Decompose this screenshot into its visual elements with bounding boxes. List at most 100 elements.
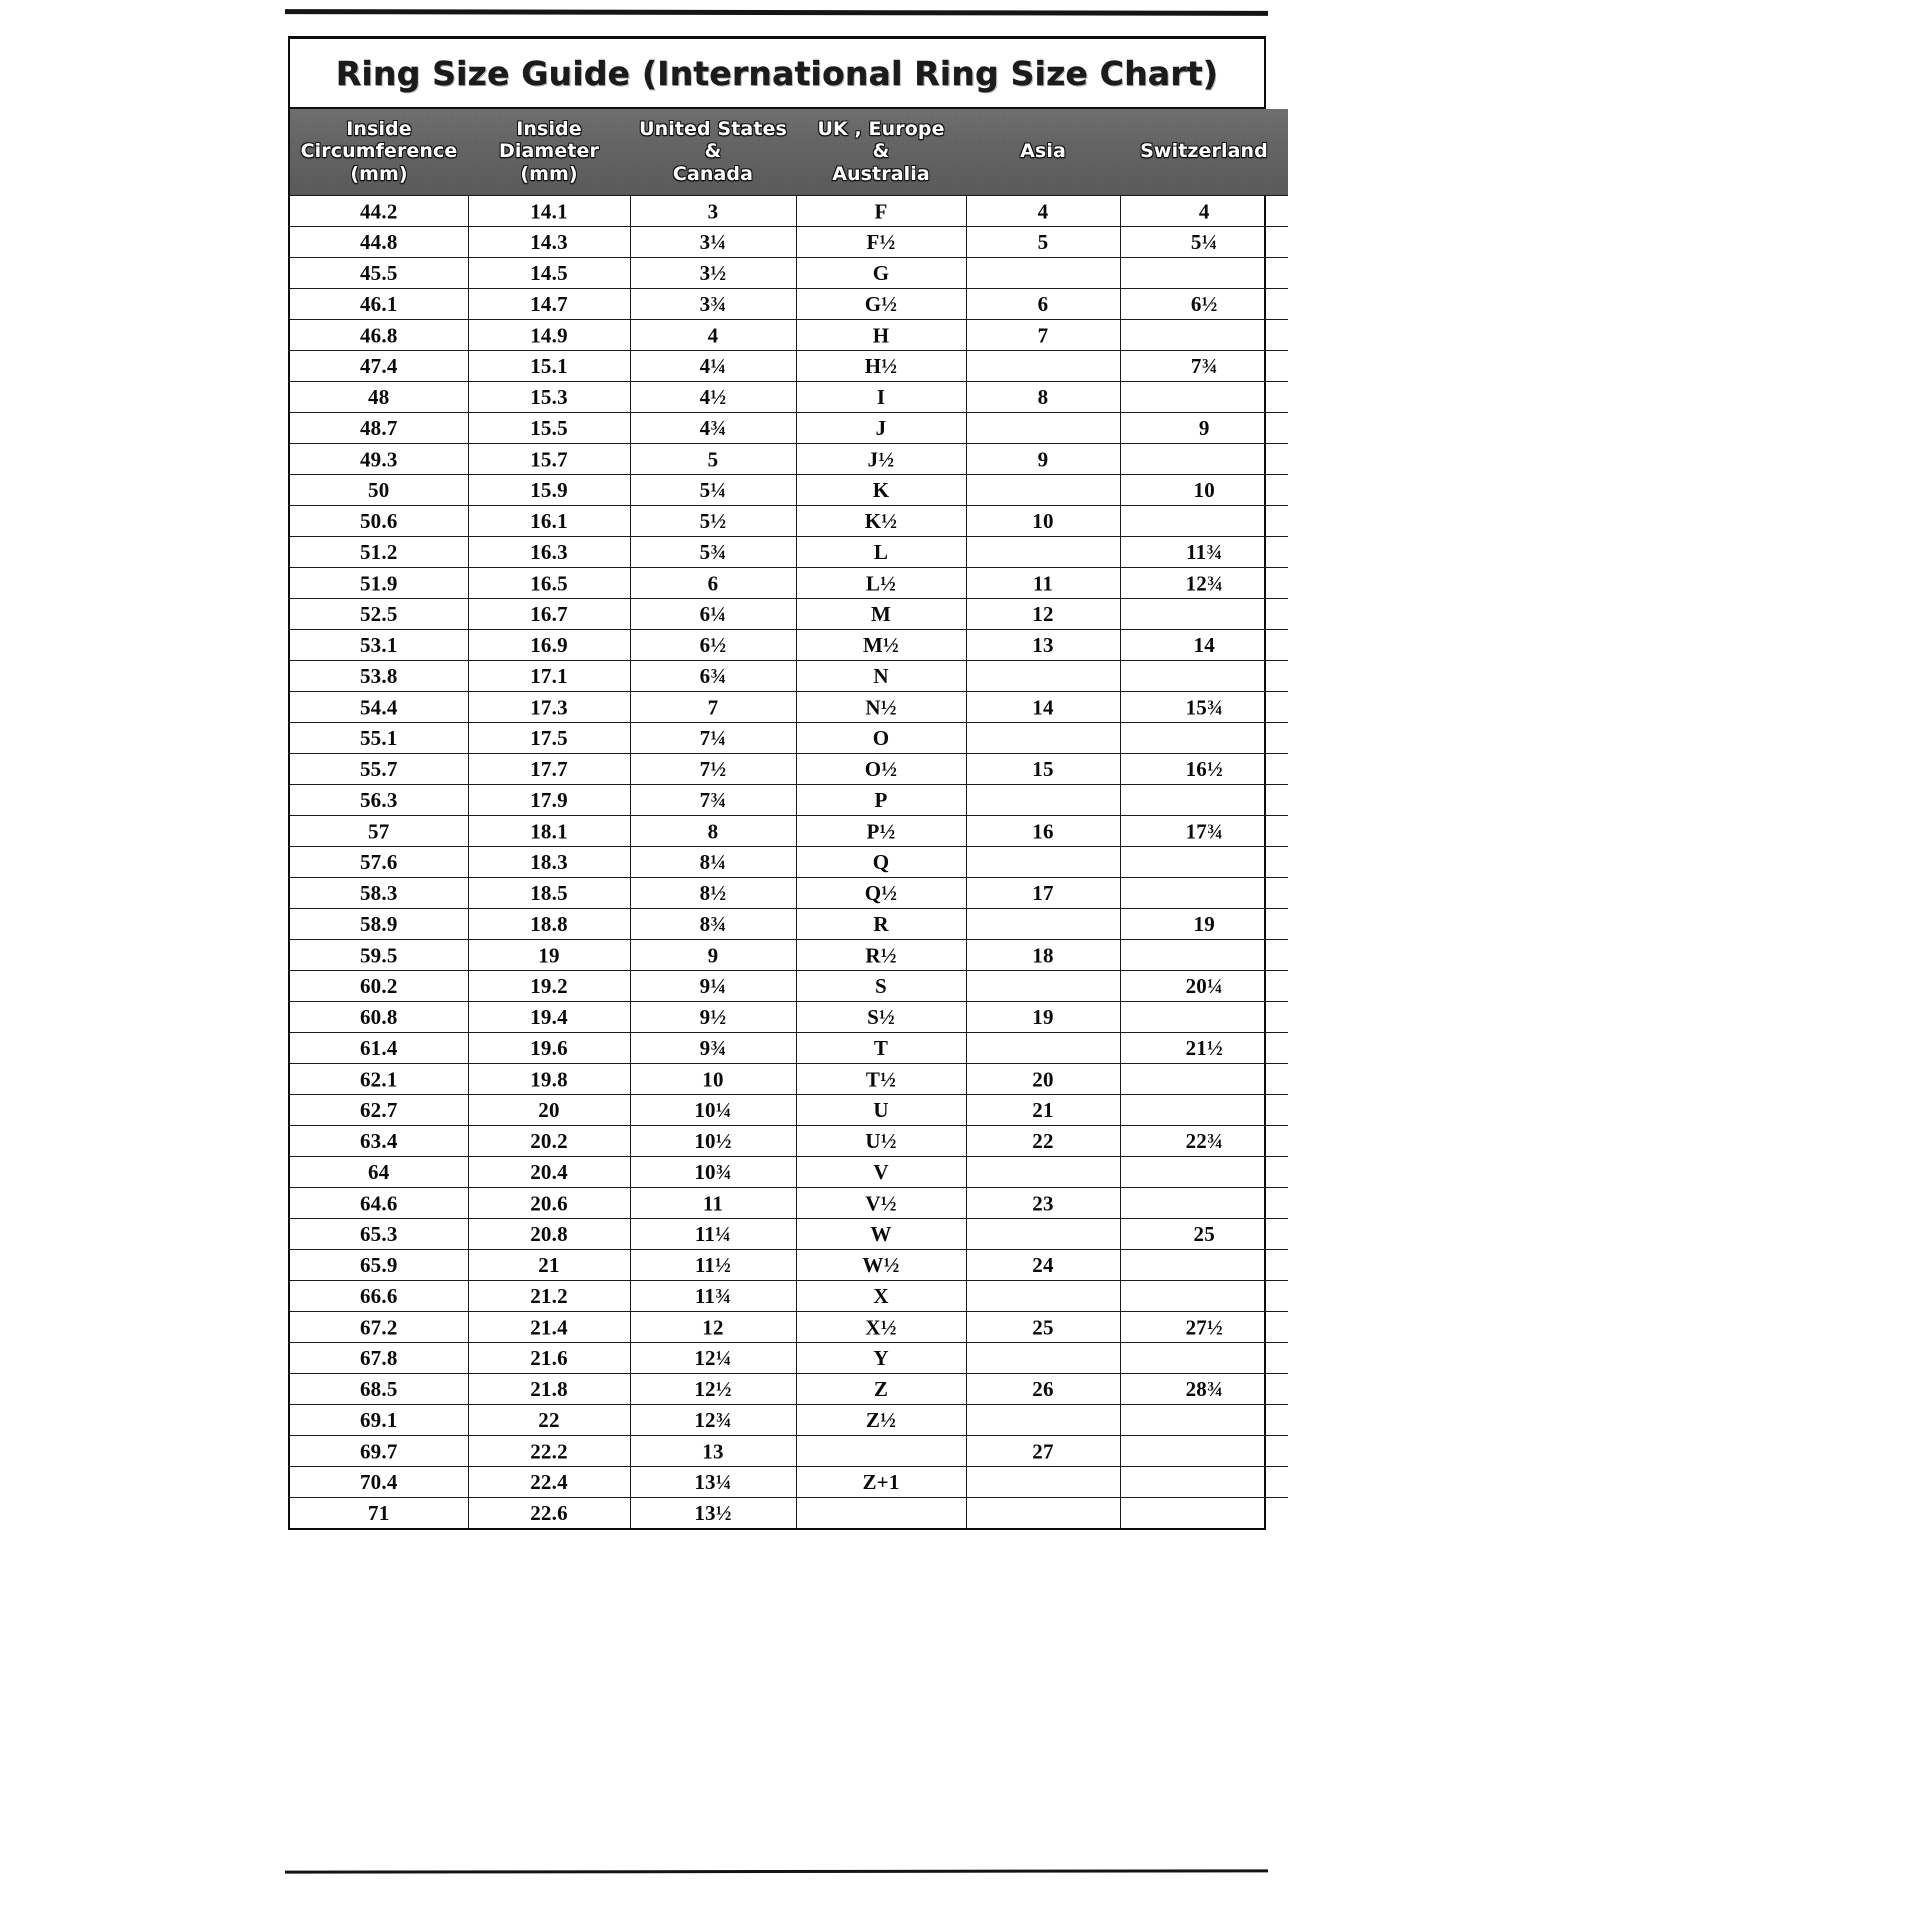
cell-diameter: 20.4 [467, 1156, 631, 1189]
cell-value: 19 [1193, 911, 1215, 936]
cell-us_canada: 11¼ [629, 1218, 797, 1251]
cell-value: 16.9 [530, 632, 568, 657]
cell-circumference: 49.3 [290, 443, 469, 476]
cell-value: 55.7 [359, 756, 398, 781]
cell-diameter: 22 [467, 1404, 631, 1437]
cell-circumference: 65.9 [290, 1249, 469, 1282]
cell-value: 44.8 [359, 229, 398, 254]
cell-value: 11¾ [1186, 539, 1223, 564]
cell-diameter: 16.3 [467, 536, 631, 569]
cell-us_canada: 11¾ [629, 1280, 797, 1313]
cell-switzerland [1119, 722, 1288, 755]
cell-us_canada: 5¼ [629, 474, 797, 507]
cell-diameter: 20 [467, 1094, 631, 1127]
cell-value: 16.5 [530, 570, 568, 595]
cell-uk_eu_au: G½ [795, 288, 967, 321]
cell-asia [965, 536, 1121, 569]
cell-value: W [870, 1221, 892, 1246]
cell-asia [965, 1280, 1121, 1313]
cell-asia: 15 [965, 753, 1121, 786]
cell-switzerland [1119, 505, 1288, 538]
cell-us_canada: 7 [629, 691, 797, 724]
cell-value: 17.9 [530, 787, 568, 812]
cell-value: 62.1 [359, 1066, 398, 1091]
cell-asia [965, 1466, 1121, 1499]
cell-uk_eu_au: U [795, 1094, 967, 1127]
cell-diameter: 16.7 [467, 598, 631, 631]
column-header-line: United States [639, 118, 787, 140]
cell-diameter: 18.3 [467, 846, 631, 879]
column-header-line: Inside [516, 118, 582, 140]
cell-diameter: 16.5 [467, 567, 631, 600]
cell-value: M½ [863, 632, 899, 657]
cell-value: 47.4 [359, 353, 398, 378]
cell-value: 54.4 [359, 694, 398, 719]
cell-uk_eu_au: S½ [795, 1001, 967, 1034]
cell-circumference: 66.6 [290, 1280, 469, 1313]
table-row: 49.3 15.7 5 J½ 9 [290, 443, 1288, 476]
cell-us_canada: 12¾ [629, 1404, 797, 1437]
cell-value: W½ [862, 1252, 900, 1277]
cell-value: 7¼ [699, 725, 727, 750]
cell-asia [965, 1156, 1121, 1189]
cell-value: 21.2 [530, 1283, 568, 1308]
cell-circumference: 44.2 [290, 195, 469, 228]
cell-circumference: 54.4 [290, 691, 469, 724]
column-header-line: UK , Europe [817, 118, 945, 140]
cell-value: 60.2 [359, 973, 398, 998]
cell-switzerland: 11¾ [1119, 536, 1288, 569]
cell-value: 18.5 [530, 880, 568, 905]
table-row: 44.8 14.3 3¼ F½ 5 5¼ [290, 226, 1288, 259]
cell-diameter: 17.1 [467, 660, 631, 693]
cell-value: 6 [707, 570, 719, 595]
cell-value: 58.9 [359, 911, 398, 936]
cell-uk_eu_au [795, 1435, 967, 1468]
cell-value: 16.3 [530, 539, 568, 564]
cell-value: 50 [368, 477, 390, 502]
cell-value: 12 [702, 1314, 724, 1339]
cell-switzerland [1119, 257, 1288, 290]
cell-value: 66.6 [359, 1283, 398, 1308]
cell-circumference: 46.1 [290, 288, 469, 321]
cell-diameter: 21.2 [467, 1280, 631, 1313]
cell-circumference: 50.6 [290, 505, 469, 538]
cell-asia [965, 722, 1121, 755]
cell-diameter: 14.7 [467, 288, 631, 321]
cell-value: 19 [1032, 1004, 1054, 1029]
cell-value: 7½ [699, 756, 727, 781]
cell-value: 17.1 [530, 663, 568, 688]
cell-value: 9¼ [699, 973, 727, 998]
column-header-line: & [704, 140, 722, 163]
cell-us_canada: 9¼ [629, 970, 797, 1003]
cell-asia [965, 784, 1121, 817]
cell-value: 59.5 [359, 942, 398, 967]
cell-uk_eu_au: F½ [795, 226, 967, 259]
cell-value: 8 [707, 818, 719, 843]
cell-value: O [872, 725, 890, 750]
cell-circumference: 52.5 [290, 598, 469, 631]
cell-uk_eu_au [795, 1497, 967, 1529]
cell-value: 15.3 [530, 384, 568, 409]
cell-value: 46.8 [359, 322, 398, 347]
cell-asia [965, 1218, 1121, 1251]
cell-asia: 4 [965, 195, 1121, 228]
cell-circumference: 58.9 [290, 908, 469, 941]
cell-us_canada: 12¼ [629, 1342, 797, 1375]
page-title: Ring Size Guide (International Ring Size… [335, 53, 1219, 93]
cell-uk_eu_au: P½ [795, 815, 967, 848]
cell-value: 5¼ [699, 477, 727, 502]
cell-value: 69.1 [359, 1407, 398, 1432]
cell-diameter: 15.7 [467, 443, 631, 476]
cell-uk_eu_au: R½ [795, 939, 967, 972]
cell-switzerland [1119, 939, 1288, 972]
cell-asia: 6 [965, 288, 1121, 321]
table-row: 58.9 18.8 8¾ R 19 [290, 908, 1288, 941]
cell-value: 4½ [699, 384, 727, 409]
cell-value: 5¾ [699, 539, 727, 564]
cell-diameter: 16.1 [467, 505, 631, 538]
cell-value: 67.8 [359, 1345, 398, 1370]
cell-value: 19.4 [530, 1004, 568, 1029]
cell-diameter: 21 [467, 1249, 631, 1282]
cell-value: 14 [1032, 694, 1054, 719]
cell-switzerland [1119, 784, 1288, 817]
